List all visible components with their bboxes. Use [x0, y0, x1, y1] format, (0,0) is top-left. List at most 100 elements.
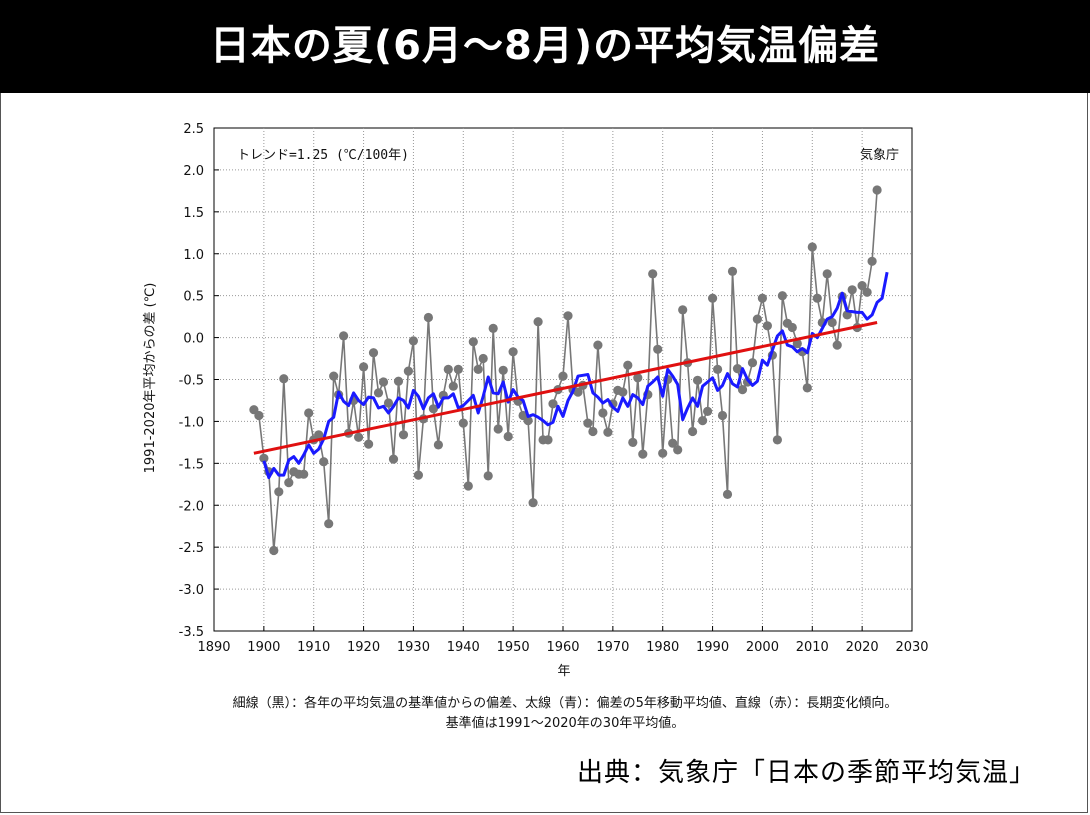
annual-point — [314, 430, 324, 440]
annual-point — [448, 381, 458, 391]
annual-point — [443, 364, 453, 374]
x-tick-label: 1910 — [297, 640, 330, 655]
annual-point — [299, 469, 309, 479]
x-axis-label: 年 — [557, 664, 570, 679]
annual-point — [324, 519, 334, 529]
y-tick-label: -3.5 — [179, 625, 204, 640]
annual-point — [673, 445, 683, 455]
annual-point — [757, 293, 768, 303]
annual-point — [708, 293, 718, 303]
annual-point — [528, 498, 538, 508]
annual-point — [284, 478, 294, 488]
annual-point — [633, 373, 643, 383]
annual-point — [648, 269, 658, 279]
annual-point — [533, 317, 543, 327]
annual-point — [383, 398, 394, 408]
annual-point — [359, 362, 369, 372]
annual-point — [752, 314, 763, 324]
annual-point — [727, 266, 738, 276]
annual-point — [802, 383, 812, 393]
annual-point — [304, 408, 314, 418]
annual-point — [772, 435, 783, 445]
y-tick-label: -2.5 — [179, 541, 204, 556]
annual-point — [488, 323, 498, 333]
x-tick-label: 1950 — [497, 640, 530, 655]
annual-point — [558, 371, 568, 381]
x-tick-label: 2010 — [796, 640, 829, 655]
annual-point — [468, 337, 478, 347]
x-tick-label: 1990 — [696, 640, 729, 655]
annual-point — [678, 305, 688, 315]
annual-point — [713, 364, 723, 374]
annual-point — [493, 424, 503, 434]
annual-point — [393, 376, 404, 386]
x-tick-label: 1940 — [447, 640, 480, 655]
y-tick-label: -2.0 — [179, 499, 204, 514]
annual-point — [354, 432, 364, 442]
annual-point — [368, 348, 379, 358]
page-title: 日本の夏(6月～8月)の平均気温偏差 — [209, 23, 881, 69]
y-tick-label: 0.0 — [183, 332, 204, 347]
x-tick-label: 2030 — [895, 640, 928, 655]
annual-point — [688, 426, 698, 437]
annual-point — [668, 438, 678, 448]
annual-point — [747, 358, 758, 368]
annual-point — [812, 293, 822, 303]
y-axis-ticks: 2.5 2.0 1.5 1.0 0.5 0.0 -0.5 -1.0 -1.5 -2.0 -2.5 -3… — [179, 122, 219, 640]
annual-point — [762, 321, 773, 331]
trend-line — [253, 321, 878, 455]
y-tick-label: 1.0 — [183, 248, 204, 263]
annual-point — [433, 440, 443, 450]
annual-point — [413, 470, 423, 480]
annual-point — [603, 427, 613, 437]
x-tick-label: 1960 — [546, 640, 579, 655]
annual-point — [593, 340, 603, 350]
annual-point — [543, 435, 553, 445]
annual-point — [862, 287, 872, 297]
annual-point — [428, 404, 438, 414]
x-tick-label: 1930 — [397, 640, 430, 655]
annual-point — [822, 269, 832, 279]
annual-point — [658, 448, 668, 458]
annual-point — [857, 281, 867, 291]
annual-point — [703, 406, 713, 416]
annual-point — [827, 317, 837, 328]
grid-lines — [214, 128, 912, 631]
annual-point — [722, 489, 733, 499]
trend-series — [253, 321, 878, 455]
annual-point — [319, 457, 329, 467]
annual-point — [398, 430, 409, 440]
annual-point — [588, 426, 598, 437]
annual-point — [693, 375, 703, 385]
annual-point — [508, 347, 518, 357]
x-tick-label: 1890 — [197, 640, 230, 655]
source-credit: 出典：気象庁「日本の季節平均気温」 — [576, 758, 1036, 788]
annual-point — [548, 399, 558, 409]
y-tick-label: 0.5 — [183, 290, 204, 305]
annual-point — [473, 364, 483, 374]
annual-point — [653, 344, 663, 354]
y-tick-label: -0.5 — [179, 374, 204, 389]
annual-point — [573, 387, 583, 397]
annual-point — [453, 364, 463, 374]
annual-point — [628, 437, 638, 447]
annual-point — [373, 388, 384, 398]
annual-point — [832, 340, 842, 350]
agency-label: 気象庁 — [860, 147, 899, 163]
footnote-line-1: 細線（黒）：各年の平均気温の基準値からの偏差、太線（青）：偏差の5年移動平均値、… — [232, 696, 898, 711]
annual-point — [403, 366, 413, 376]
y-tick-label: -1.5 — [179, 457, 204, 472]
annual-point — [598, 408, 608, 418]
x-tick-label: 1970 — [596, 640, 629, 655]
annual-point — [339, 331, 349, 341]
y-tick-label: 2.0 — [183, 164, 204, 179]
annual-point — [423, 312, 433, 323]
x-tick-label: 1900 — [247, 640, 280, 655]
y-tick-label: 2.5 — [183, 122, 204, 137]
annual-point — [269, 545, 279, 556]
annual-point — [329, 371, 339, 381]
y-axis-label: 1991-2020年平均からの差 (℃) — [143, 283, 158, 474]
x-tick-label: 2000 — [746, 640, 779, 655]
x-tick-label: 1980 — [646, 640, 679, 655]
